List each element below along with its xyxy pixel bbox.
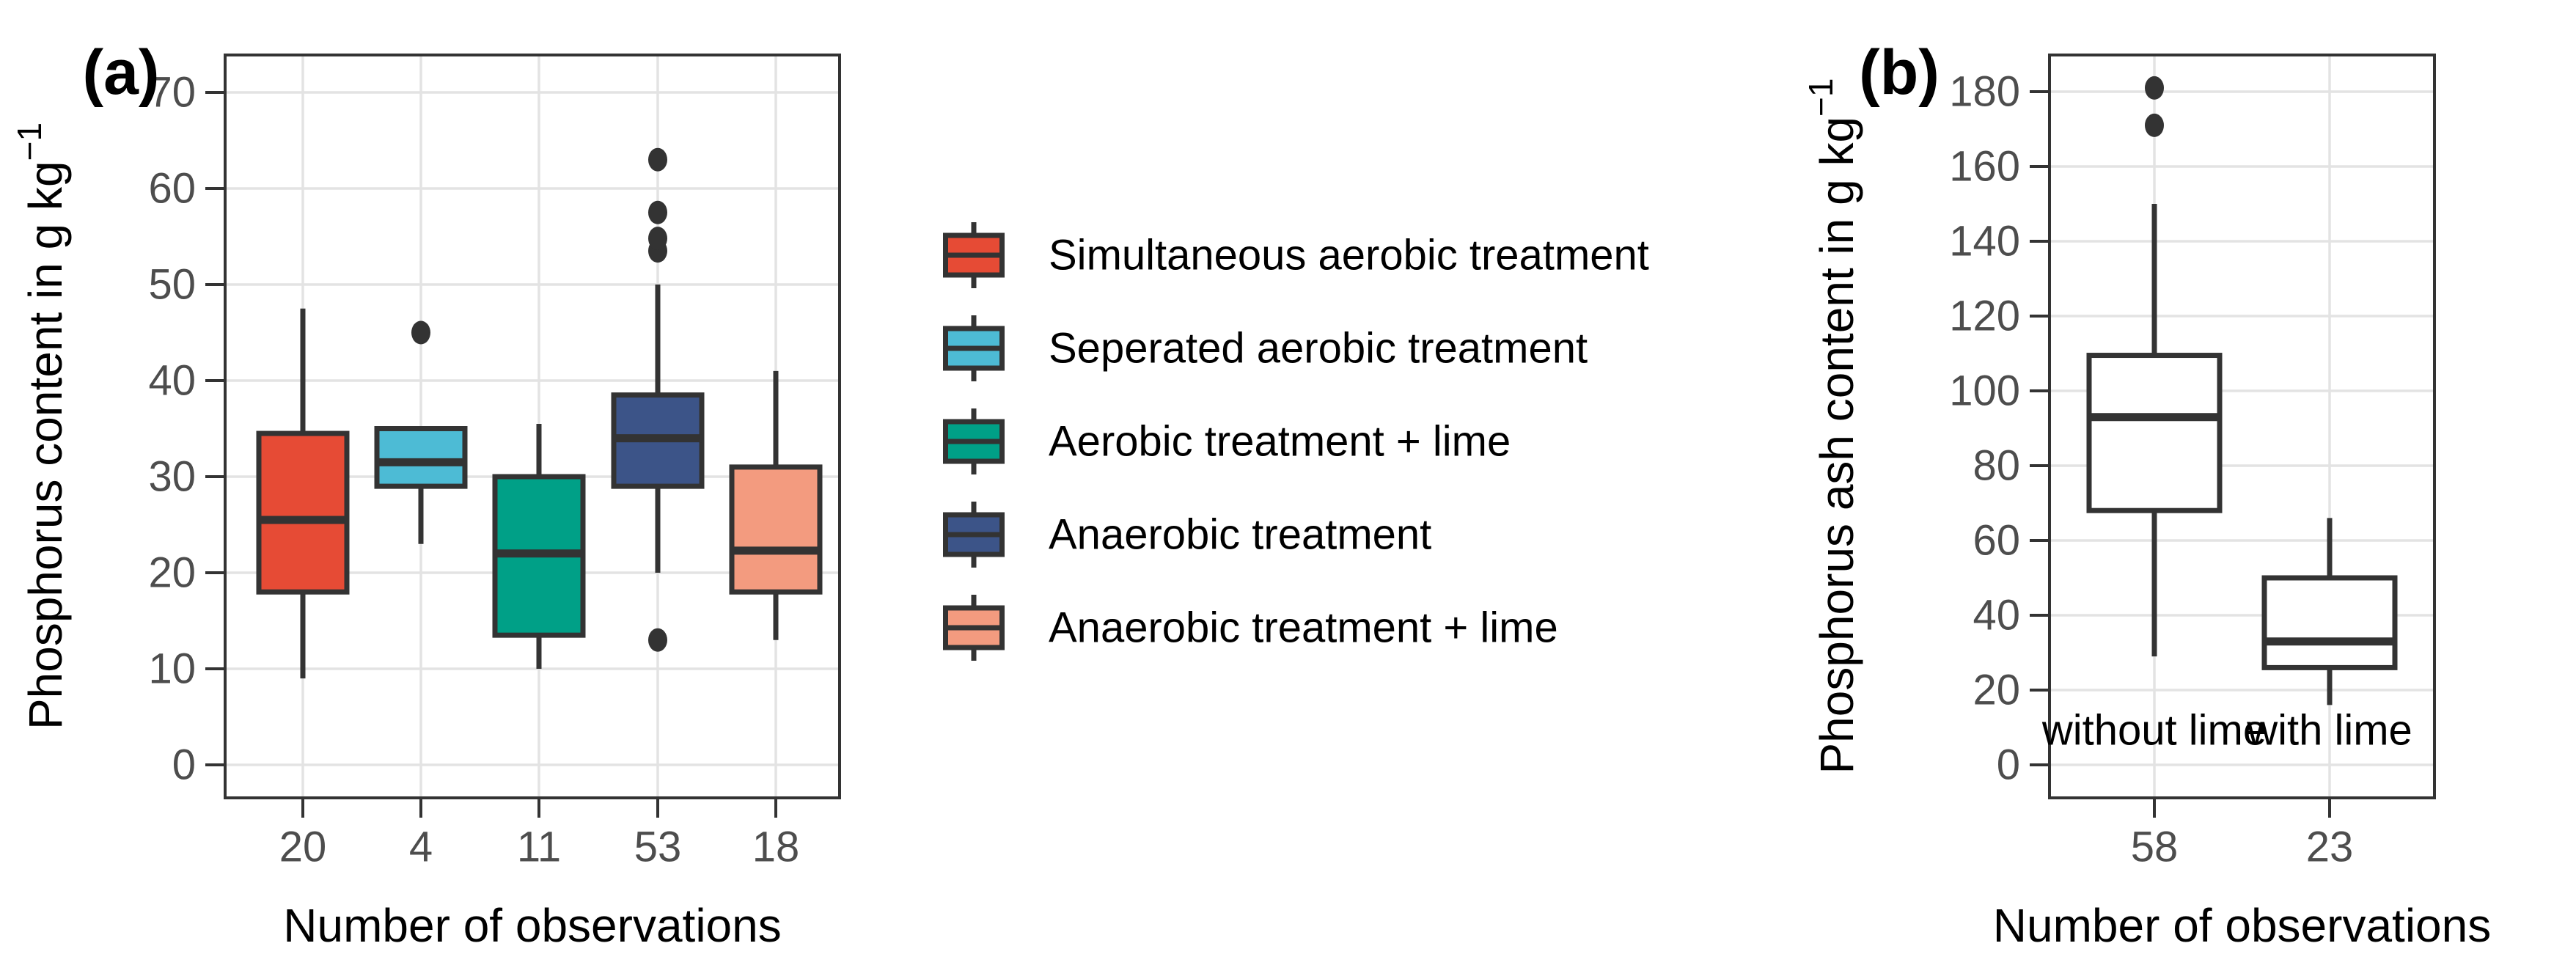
outlier-dot	[648, 628, 667, 652]
x-tick-label: 11	[517, 824, 561, 871]
iqr-box	[256, 430, 350, 595]
y-tick-label: 20	[148, 549, 196, 597]
panel-a: 0 10 20 30 40 50 60 70 20 4 11 53 18 Number of observ…	[10, 37, 841, 952]
x-tick-label: 4	[409, 824, 433, 871]
panel-b: 0 20 40 60 80 100 120 140 160 180 58 23 Number of ob…	[1802, 37, 2491, 952]
box-aerobic-treatment-lime	[492, 423, 586, 669]
iqr-box	[374, 426, 468, 489]
box-seperated-aerobic-treatment	[374, 320, 468, 544]
legend-entry-anaerobic-treatment-lime: Anaerobic treatment + lime	[943, 595, 1558, 661]
y-tick-label: 40	[148, 357, 196, 405]
legend-label: Aerobic treatment + lime	[1049, 418, 1511, 466]
x-axis-title: Number of observations	[283, 899, 781, 952]
panel-background	[225, 55, 840, 798]
outlier-dot	[411, 320, 430, 345]
x-tick-label: 23	[2306, 824, 2354, 871]
x-tick-label: 58	[2131, 824, 2179, 871]
box-anaerobic-treatment-lime	[729, 370, 823, 640]
outlier-dot	[648, 147, 667, 172]
legend-entry-simultaneous-aerobic-treatment: Simultaneous aerobic treatment	[943, 222, 1649, 288]
y-tick-label: 20	[1973, 667, 2020, 714]
y-axis-title: Phosphorus content in g kg−1	[10, 122, 72, 730]
iqr-box	[2261, 575, 2398, 670]
y-tick-label: 30	[148, 453, 196, 501]
legend-label: Seperated aerobic treatment	[1049, 325, 1588, 373]
annotation-without-lime: without lime	[2041, 707, 2267, 755]
y-tick-label: 120	[1949, 293, 2020, 340]
y-tick-label: 100	[1949, 367, 2020, 415]
panel-border	[224, 54, 841, 799]
outlier-dot	[648, 227, 667, 251]
y-axis-title: Phosphorus ash content in g kg−1	[1802, 78, 1863, 774]
legend-entry-seperated-aerobic-treatment: Seperated aerobic treatment	[943, 315, 1588, 381]
legend-label: Anaerobic treatment + lime	[1049, 604, 1558, 652]
panel-tag: (b)	[1859, 37, 1940, 108]
outlier-dot	[2145, 76, 2164, 100]
box-without-lime	[2086, 76, 2223, 657]
y-tick-label: 60	[148, 165, 196, 213]
y-tick-label: 80	[1973, 442, 2020, 490]
x-axis-title: Number of observations	[1993, 899, 2491, 952]
y-tick-label: 140	[1949, 218, 2020, 265]
y-tick-label: 10	[148, 645, 196, 693]
x-tick-label: 18	[752, 824, 800, 871]
legend-label: Anaerobic treatment	[1049, 511, 1431, 559]
box-simultaneous-aerobic-treatment	[256, 308, 350, 679]
y-tick-label: 70	[148, 69, 196, 117]
y-tick-label: 40	[1973, 592, 2020, 639]
outlier-dot	[2145, 113, 2164, 137]
legend-label: Simultaneous aerobic treatment	[1049, 232, 1649, 279]
box-anaerobic-treatment	[611, 147, 705, 652]
y-tick-label: 0	[1997, 741, 2020, 789]
y-tick-label: 180	[1949, 68, 2020, 116]
x-tick-label: 20	[279, 824, 327, 871]
legend-entry-aerobic-treatment-lime: Aerobic treatment + lime	[943, 408, 1511, 474]
panel-border	[2048, 54, 2436, 799]
legend-entry-anaerobic-treatment: Anaerobic treatment	[943, 502, 1431, 568]
legend: Simultaneous aerobic treatment Seperated …	[943, 222, 1649, 661]
outlier-dot	[648, 200, 667, 224]
y-tick-label: 160	[1949, 143, 2020, 191]
y-tick-label: 60	[1973, 517, 2020, 565]
annotation-with-lime: with lime	[2246, 707, 2412, 755]
iqr-box	[729, 464, 823, 595]
panel-tag: (a)	[82, 37, 159, 108]
y-tick-label: 0	[172, 741, 196, 789]
x-tick-label: 53	[634, 824, 682, 871]
box-with-lime	[2261, 518, 2398, 705]
iqr-box	[2086, 353, 2223, 513]
y-tick-label: 50	[148, 261, 196, 309]
